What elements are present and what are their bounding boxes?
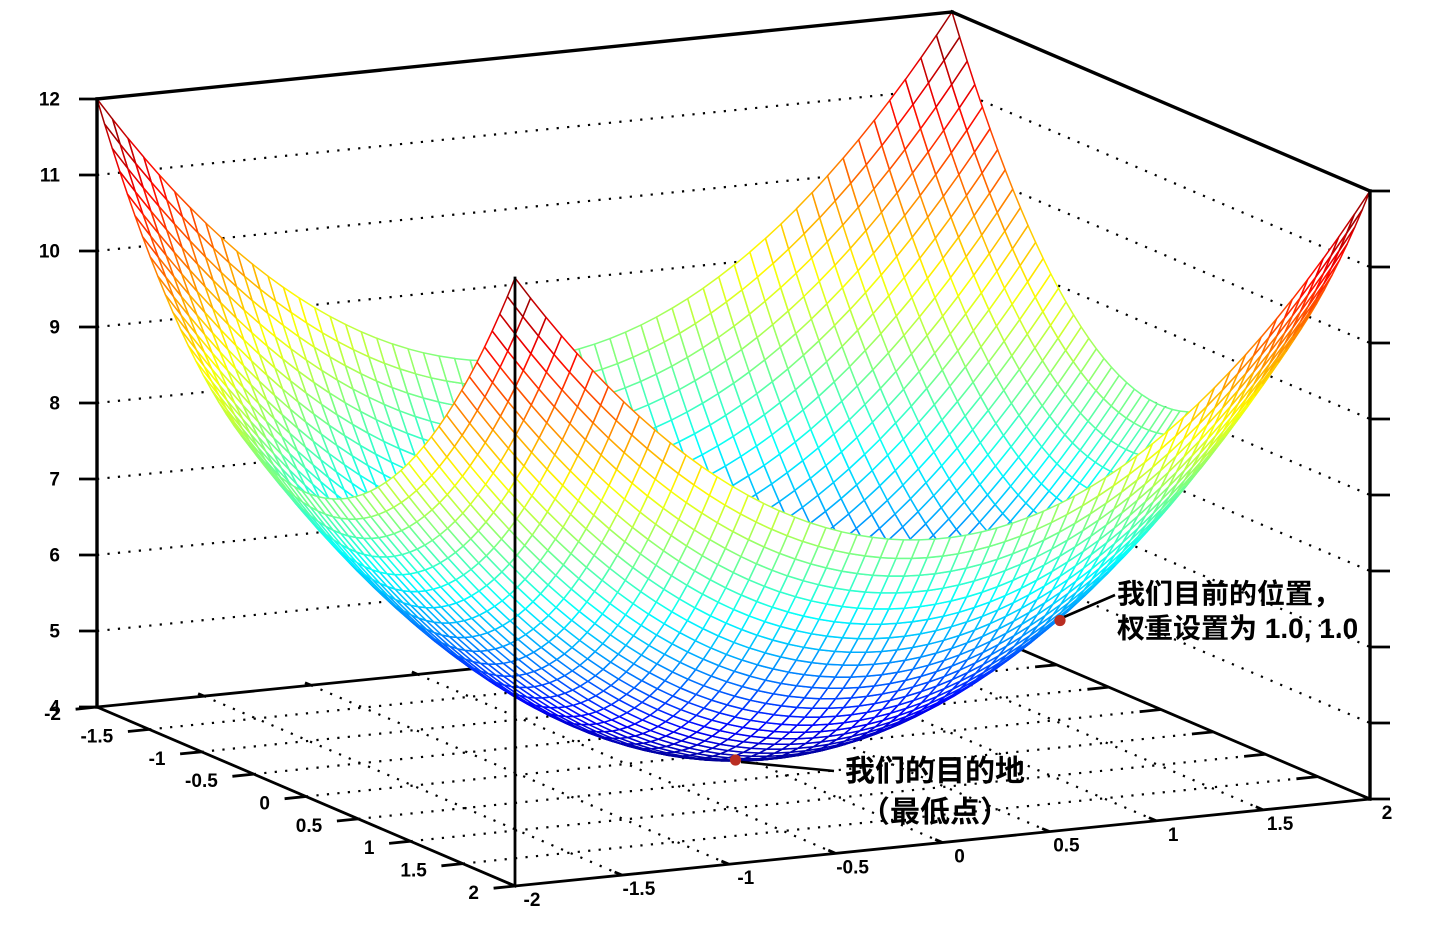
svg-text:0: 0 bbox=[954, 847, 965, 868]
svg-text:8: 8 bbox=[49, 394, 60, 415]
svg-text:7: 7 bbox=[49, 470, 60, 491]
svg-text:5: 5 bbox=[49, 622, 60, 643]
svg-text:-1.5: -1.5 bbox=[623, 879, 656, 900]
svg-text:10: 10 bbox=[39, 242, 60, 263]
svg-text:0.5: 0.5 bbox=[296, 816, 323, 837]
svg-text:-0.5: -0.5 bbox=[836, 857, 869, 878]
svg-text:12: 12 bbox=[39, 90, 60, 111]
svg-text:1: 1 bbox=[1168, 825, 1179, 846]
svg-text:2: 2 bbox=[468, 883, 479, 904]
svg-text:-1: -1 bbox=[149, 749, 166, 770]
svg-text:1: 1 bbox=[364, 838, 375, 859]
svg-text:1.5: 1.5 bbox=[1267, 814, 1294, 835]
svg-text:-1.5: -1.5 bbox=[80, 726, 113, 747]
svg-text:9: 9 bbox=[49, 318, 60, 339]
svg-text:4: 4 bbox=[49, 698, 60, 719]
svg-text:2: 2 bbox=[1382, 803, 1393, 824]
svg-text:0.5: 0.5 bbox=[1053, 836, 1080, 857]
svg-text:11: 11 bbox=[40, 166, 61, 187]
svg-text:-2: -2 bbox=[524, 890, 541, 911]
svg-text:-0.5: -0.5 bbox=[185, 771, 218, 792]
svg-text:-2: -2 bbox=[44, 704, 61, 725]
svg-text:-1: -1 bbox=[737, 868, 754, 889]
svg-text:0: 0 bbox=[259, 794, 270, 815]
svg-text:6: 6 bbox=[49, 546, 60, 567]
svg-text:1.5: 1.5 bbox=[400, 861, 427, 882]
